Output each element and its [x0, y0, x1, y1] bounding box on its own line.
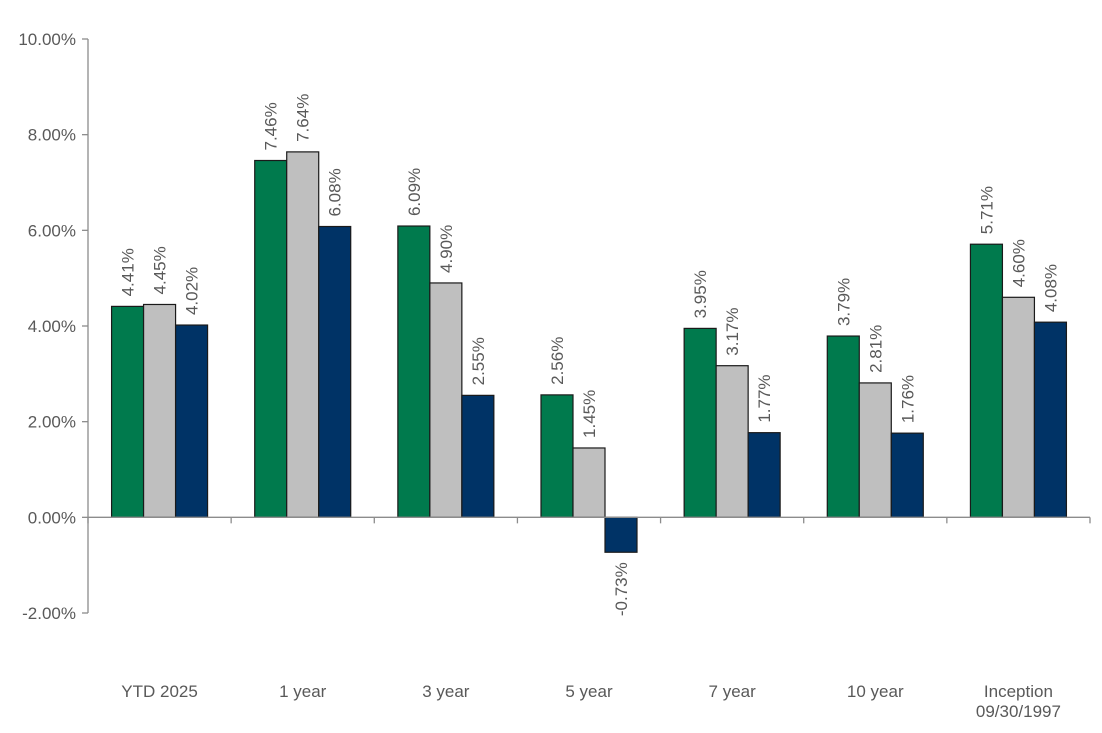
bar: [683, 327, 717, 518]
data-label: 1.77%: [755, 374, 774, 422]
bar: [1001, 296, 1036, 518]
bar: [715, 365, 749, 518]
x-tick-label: 10 year: [847, 682, 904, 701]
bars: [110, 151, 1068, 553]
y-tick-label: -2.00%: [22, 604, 76, 623]
bar: [254, 159, 288, 518]
data-label: 6.08%: [326, 168, 345, 216]
x-tick-label: 3 year: [422, 682, 470, 701]
bar: [429, 282, 463, 518]
x-tick-label: YTD 2025: [121, 682, 198, 701]
bar: [858, 382, 892, 518]
bar: [461, 394, 495, 518]
y-tick-label: 6.00%: [28, 221, 76, 240]
bar: [110, 305, 145, 518]
bar: [1033, 321, 1068, 518]
data-label: 3.17%: [723, 307, 742, 355]
data-labels: 4.41% 7.46% 6.09% 2.56% 3.95% 3.79% 5.71% 4.45%…: [119, 94, 1061, 616]
bar: [969, 243, 1004, 518]
bar: [318, 225, 352, 518]
data-label: 4.02%: [183, 267, 202, 315]
data-label: 5.71%: [977, 186, 996, 234]
bar: [747, 432, 781, 518]
bar: [572, 447, 606, 518]
bar: [397, 225, 431, 518]
data-label: 4.90%: [437, 225, 456, 273]
data-label: 4.60%: [1009, 239, 1028, 287]
data-label: 1.45%: [580, 390, 599, 438]
bar: [142, 303, 177, 518]
data-label: 4.41%: [119, 248, 138, 296]
x-tick-label: 5 year: [565, 682, 613, 701]
y-tick-label: 0.00%: [28, 508, 76, 527]
data-label: 4.45%: [151, 246, 170, 294]
data-label: 7.46%: [262, 102, 281, 150]
bar: [826, 335, 860, 518]
y-tick-label: 10.00%: [18, 30, 76, 49]
y-tick-label: 2.00%: [28, 413, 76, 432]
x-tick-label: 7 year: [709, 682, 757, 701]
bar: [174, 324, 209, 518]
y-tick-label: 8.00%: [28, 126, 76, 145]
data-label: 1.76%: [898, 375, 917, 423]
data-label: -0.73%: [612, 562, 631, 616]
x-axis: YTD 2025 1 year 3 year 5 year 7 year 10 year I…: [87, 516, 1091, 721]
data-label: 2.81%: [866, 325, 885, 373]
data-label: 6.09%: [405, 168, 424, 216]
bar: [604, 516, 638, 553]
data-label: 4.08%: [1041, 264, 1060, 312]
x-tick-label: 1 year: [279, 682, 327, 701]
data-label: 3.79%: [834, 278, 853, 326]
y-tick-label: 4.00%: [28, 317, 76, 336]
x-tick-label: Inception 09/30/1997: [976, 682, 1061, 721]
bar: [540, 394, 574, 518]
bar: [890, 432, 924, 518]
y-axis: -2.00% 0.00% 2.00% 4.00% 6.00% 8.00% 10.00%: [18, 30, 89, 623]
data-label: 3.95%: [691, 270, 710, 318]
data-label: 2.55%: [469, 337, 488, 385]
data-label: 2.56%: [548, 337, 567, 385]
data-label: 7.64%: [294, 94, 313, 142]
bar: [286, 151, 320, 518]
